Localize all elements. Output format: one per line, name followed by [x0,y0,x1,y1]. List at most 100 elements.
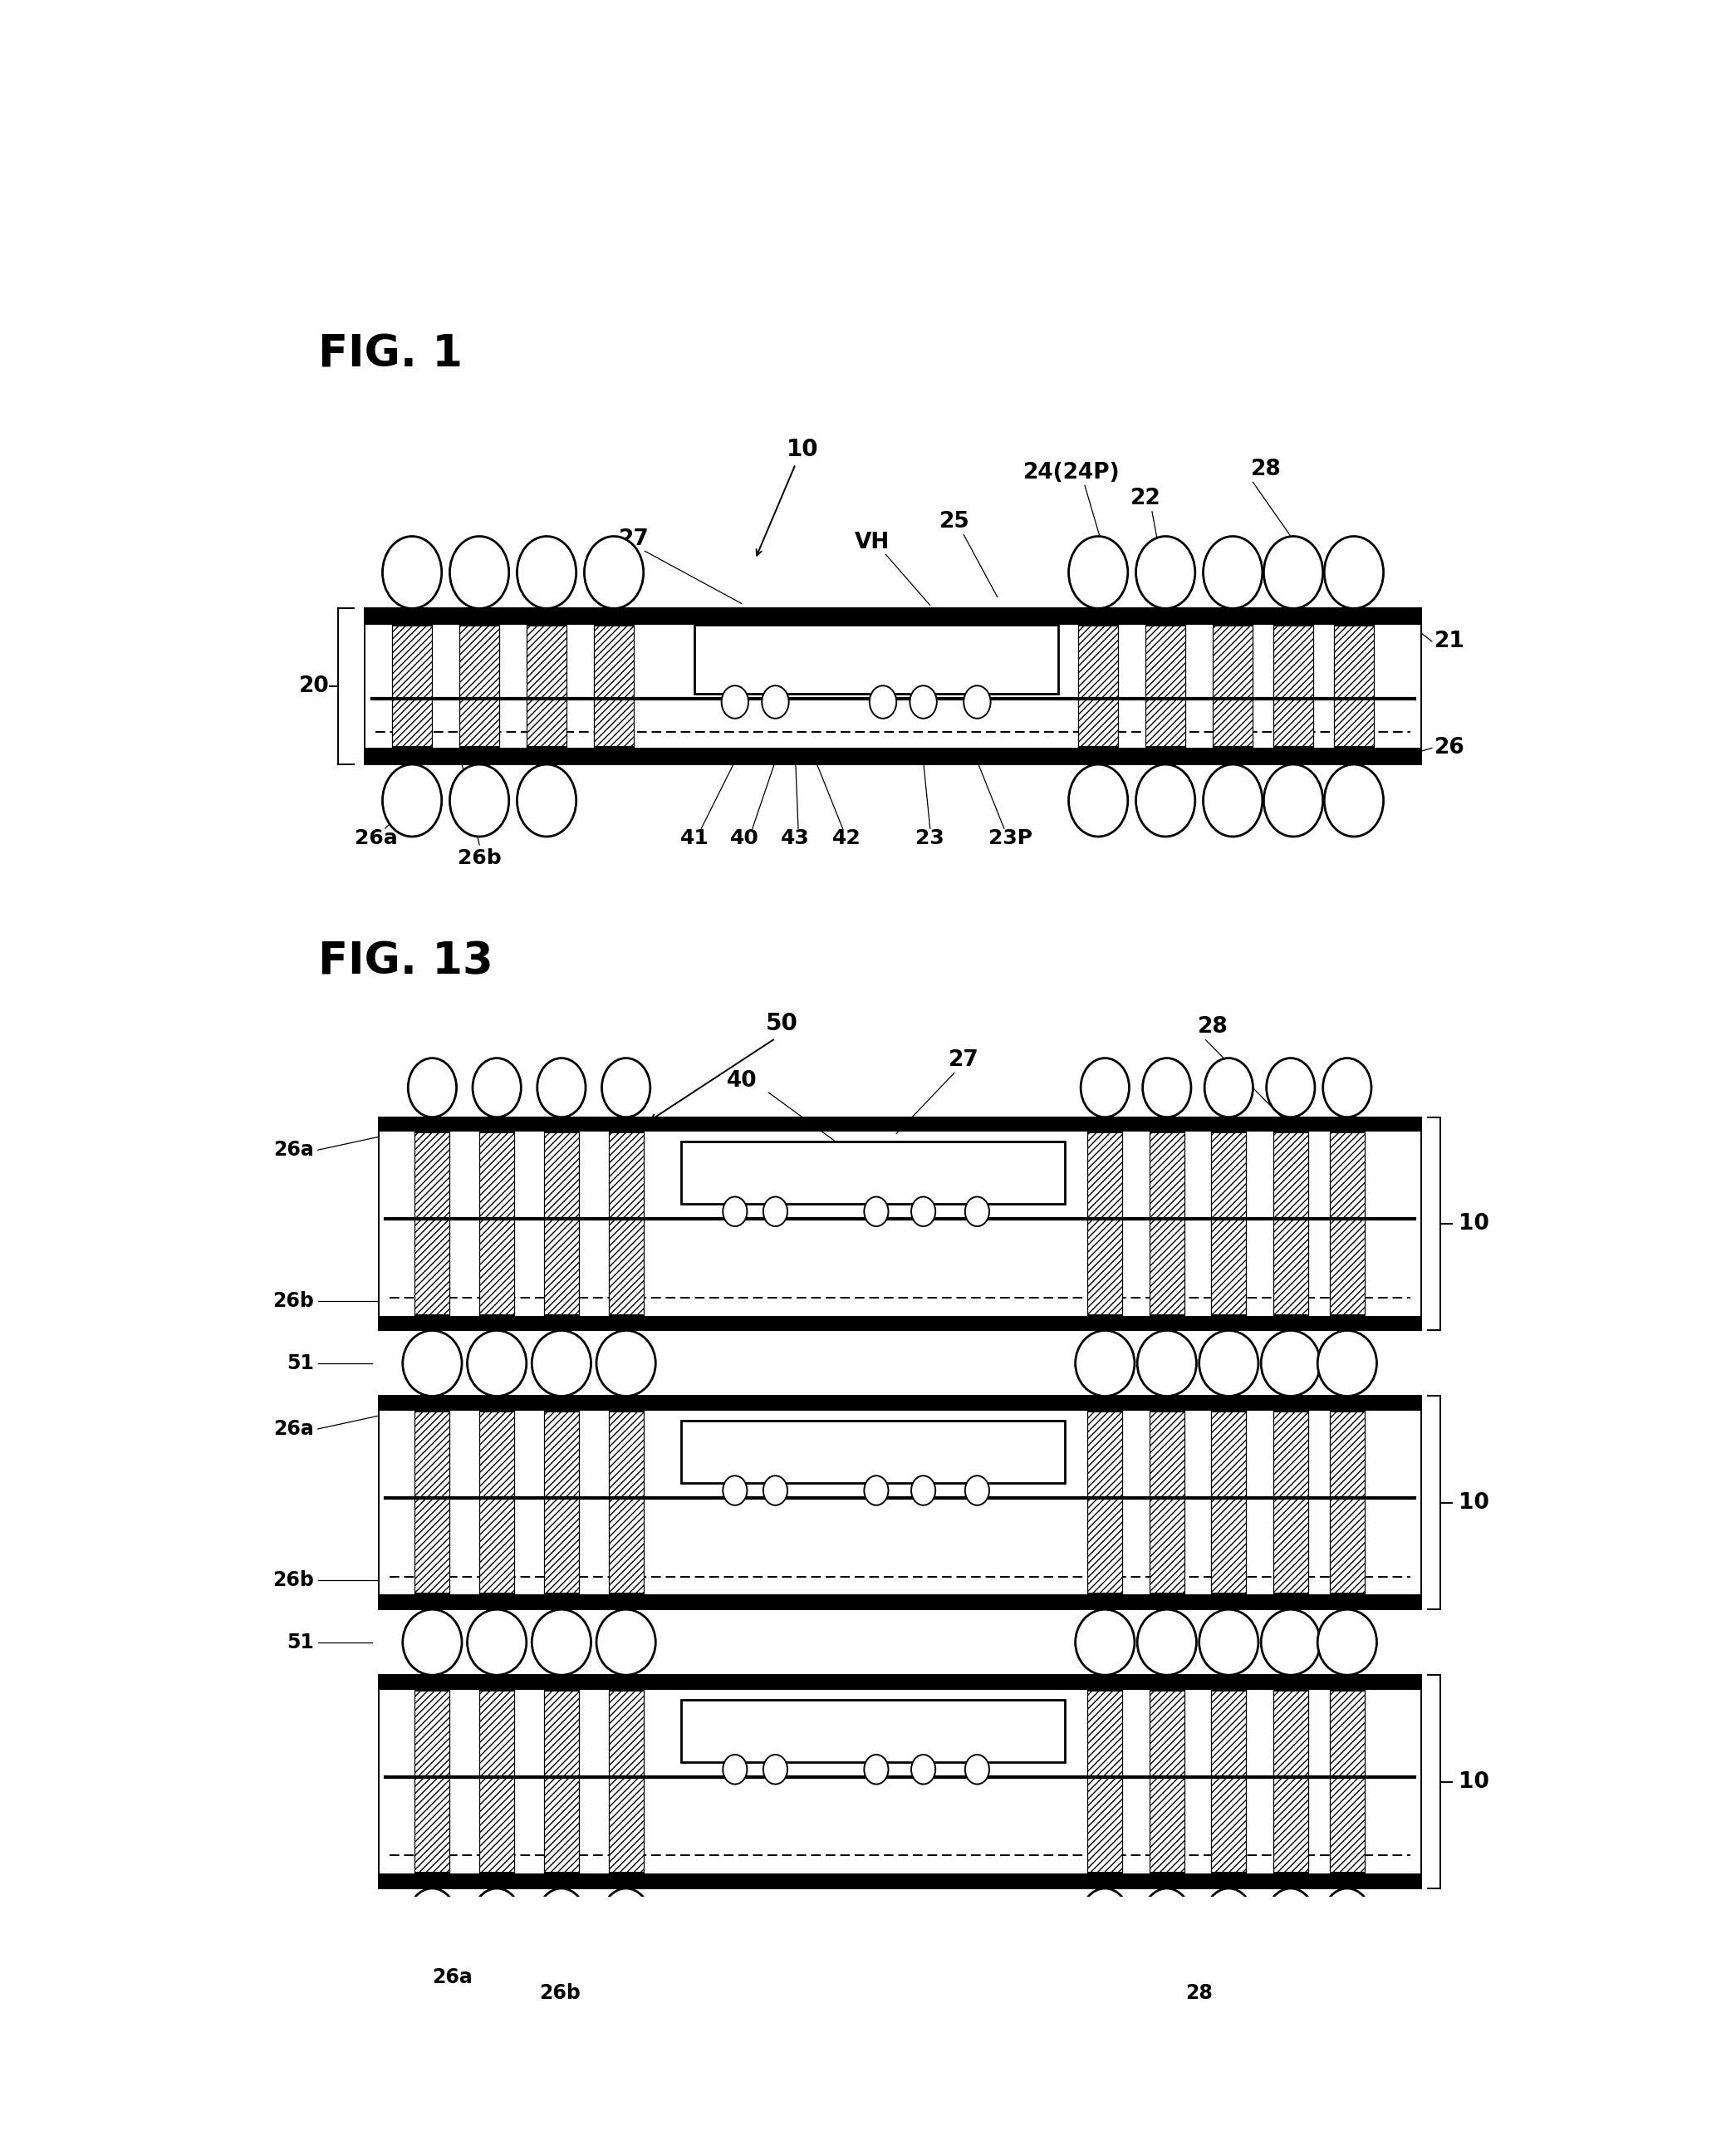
Bar [1212,1675,1246,1692]
Bar [609,1675,644,1692]
Bar [609,1396,644,1413]
Bar [378,1675,1422,1690]
Circle shape [865,1754,889,1784]
Bar [1212,609,1253,627]
Bar [1272,1594,1309,1609]
Text: 10: 10 [1458,1771,1489,1792]
Bar [1087,1594,1123,1609]
Bar [526,609,568,627]
Circle shape [602,1888,651,1948]
Circle shape [1323,1059,1371,1117]
Bar [1078,609,1118,627]
Bar [1212,1396,1246,1413]
Circle shape [450,765,509,837]
Bar [543,1396,578,1413]
Bar [1330,1594,1364,1609]
Bar [415,1675,450,1692]
Ellipse shape [597,1609,656,1675]
Circle shape [910,686,937,718]
Bar [1272,746,1314,765]
Circle shape [1082,1888,1128,1948]
Bar [1330,1315,1364,1330]
Bar [458,609,500,627]
Bar [1333,609,1375,627]
Bar [1272,1411,1309,1594]
Bar [378,1873,1422,1888]
Circle shape [1205,1888,1253,1948]
Circle shape [722,686,748,718]
Bar [479,1871,514,1888]
Circle shape [1069,765,1128,837]
Bar [1330,1411,1364,1594]
Text: 28: 28 [1198,1016,1227,1038]
Bar [1087,1411,1123,1594]
Circle shape [408,1888,457,1948]
Bar [1087,1396,1123,1413]
Bar [1146,609,1186,627]
Bar [1333,746,1375,765]
Circle shape [1069,537,1128,609]
Bar [458,624,500,748]
Circle shape [382,765,441,837]
Bar [1272,1690,1309,1873]
Bar [1272,1675,1309,1692]
Circle shape [965,1198,990,1225]
Circle shape [1325,765,1384,837]
Bar [1149,1675,1184,1692]
Bar [1146,624,1186,748]
Bar [1330,1132,1364,1315]
Bar [1212,1117,1246,1134]
Text: VH: VH [854,533,891,554]
Bar [479,1411,514,1594]
Circle shape [408,1059,457,1117]
Bar [1087,1117,1123,1134]
Bar [479,1396,514,1413]
Circle shape [722,1198,746,1225]
Bar [1272,624,1314,748]
Bar [681,1701,1064,1762]
Text: 23P: 23P [990,829,1033,848]
Text: 51: 51 [286,1632,314,1652]
Bar [681,1421,1064,1483]
Text: 28: 28 [1186,1984,1213,2003]
Bar [392,624,432,748]
Circle shape [1325,537,1384,609]
Ellipse shape [1260,1609,1321,1675]
Bar [415,1690,450,1873]
Bar [1212,1594,1246,1609]
Bar [681,1142,1064,1204]
Text: 27: 27 [618,528,649,550]
Bar [1087,1690,1123,1873]
Text: 41: 41 [681,829,708,848]
Bar [378,1315,1422,1330]
Circle shape [1267,1059,1314,1117]
Text: FIG. 1: FIG. 1 [318,332,462,375]
Circle shape [536,1888,585,1948]
Circle shape [911,1754,936,1784]
Bar [594,624,634,748]
Text: 26b: 26b [540,1984,582,2003]
Circle shape [1135,537,1194,609]
Text: 43: 43 [781,829,811,848]
Bar [1212,1690,1246,1873]
Bar [543,1871,578,1888]
Circle shape [764,1475,788,1504]
Text: 26a: 26a [354,829,398,848]
Circle shape [764,1198,788,1225]
Bar [594,746,634,765]
Bar [1330,1396,1364,1413]
Ellipse shape [1075,1609,1135,1675]
Text: 22: 22 [1130,488,1161,509]
Circle shape [1135,765,1194,837]
Circle shape [1203,765,1262,837]
Bar [543,1675,578,1692]
Circle shape [1142,1888,1191,1948]
Bar [365,609,1422,624]
Ellipse shape [1200,1330,1259,1396]
Bar [609,1690,644,1873]
Bar [378,1675,1422,1888]
Bar [392,746,432,765]
Bar [609,1871,644,1888]
Bar [415,1315,450,1330]
Ellipse shape [403,1330,462,1396]
